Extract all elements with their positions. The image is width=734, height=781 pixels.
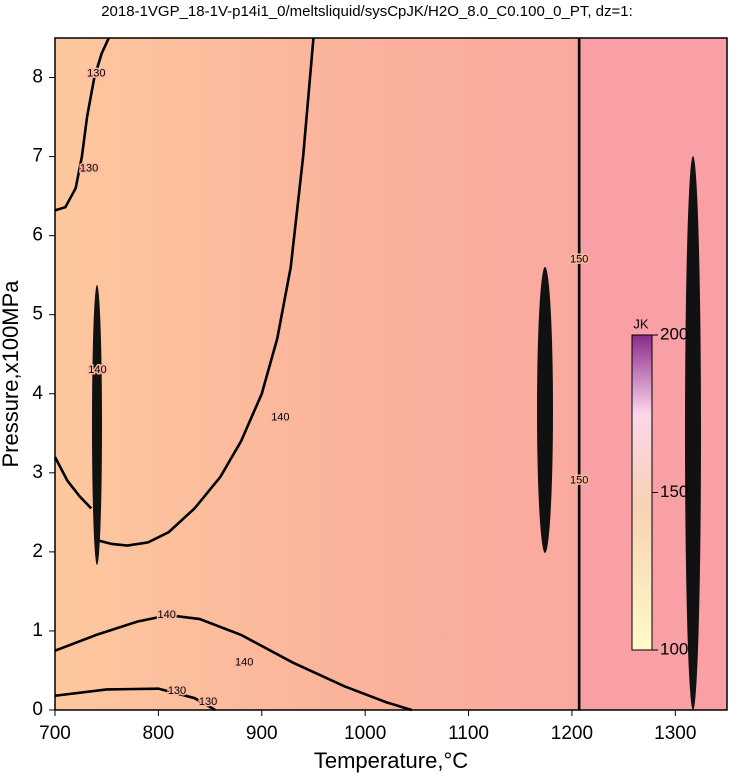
colorbar-label: JK — [633, 316, 649, 331]
y-tick-label: 8 — [32, 67, 43, 88]
contour-label: 150 — [570, 475, 588, 487]
y-axis-label: Pressure,x100MPa — [0, 280, 23, 468]
dense-contours — [685, 156, 701, 710]
contour-label: 140 — [157, 609, 175, 621]
contour-line — [54, 613, 413, 712]
x-tick-label: 1000 — [344, 723, 386, 744]
x-tick-label: 1200 — [551, 723, 593, 744]
contour-labels: 130 130 140 140 140 140 130 130 150 150 — [78, 66, 589, 710]
x-tick-label: 800 — [143, 723, 175, 744]
x-tick-label: 700 — [39, 723, 71, 744]
chart-title: 2018-1VGP_18-1V-p14i1_0/meltsliquid/sysC… — [101, 3, 633, 20]
colorbar-scale — [631, 334, 653, 651]
contour-line — [53, 456, 93, 510]
contour-label: 130 — [87, 67, 105, 79]
colorbar-tick-label: 150 — [660, 482, 688, 501]
dense-contours — [537, 267, 553, 553]
axes: 700 800 900 1000 1100 1200 1300 0 1 2 3 4 5 6 7 8 — [32, 67, 696, 744]
contour-label: 140 — [88, 364, 106, 376]
y-tick-label: 3 — [32, 462, 43, 483]
contour-label: 140 — [235, 656, 253, 668]
contour-label: 130 — [80, 162, 98, 174]
y-tick-label: 5 — [32, 304, 43, 325]
colorbar-tick-label: 200 — [660, 324, 688, 343]
contours — [53, 37, 581, 712]
x-tick-label: 1300 — [654, 723, 696, 744]
y-tick-label: 4 — [32, 383, 43, 404]
y-tick-label: 6 — [32, 225, 43, 246]
dense-contours — [92, 285, 102, 565]
contour-line — [96, 37, 315, 547]
contour-line — [54, 37, 110, 212]
colorbar: JK 100 150 200 — [631, 316, 688, 658]
contour-label: 130 — [199, 696, 217, 708]
y-tick-label: 0 — [32, 699, 43, 720]
y-tick-label: 7 — [32, 146, 43, 167]
contour-line — [54, 687, 216, 712]
colorbar-tick-label: 100 — [660, 639, 688, 658]
x-tick-label: 1100 — [448, 723, 489, 744]
x-tick-label: 900 — [246, 723, 278, 744]
contour-label: 130 — [168, 685, 186, 697]
y-tick-label: 1 — [32, 620, 43, 641]
contour-label: 150 — [570, 253, 588, 265]
contour-label: 140 — [271, 411, 289, 423]
y-tick-label: 2 — [32, 541, 43, 562]
plot-frame — [54, 37, 728, 711]
x-axis-label: Temperature,°C — [314, 748, 468, 773]
